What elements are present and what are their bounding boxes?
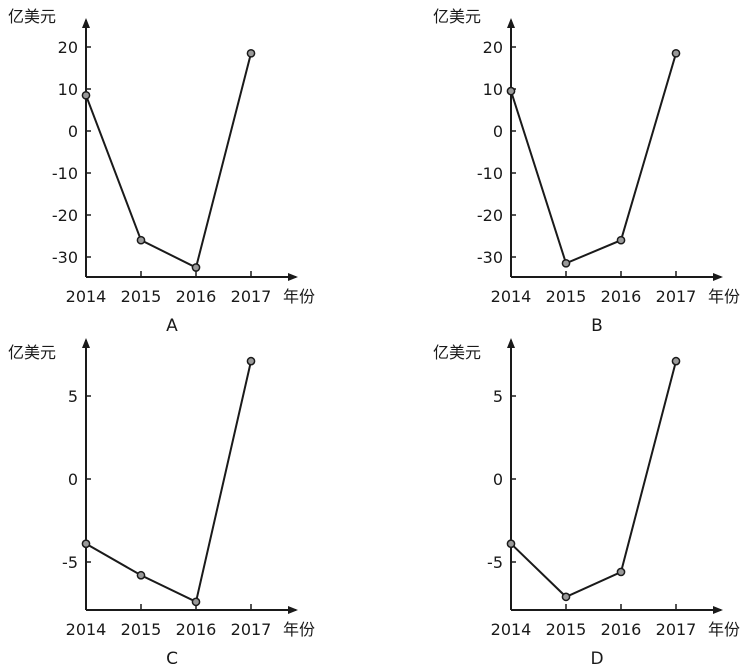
x-tick-label: 2016 bbox=[176, 620, 217, 639]
data-point bbox=[506, 539, 516, 549]
y-tick-label: -30 bbox=[52, 248, 78, 267]
data-point bbox=[81, 539, 91, 549]
x-tick-label: 2017 bbox=[231, 620, 272, 639]
x-axis-label: 年份 bbox=[283, 620, 315, 639]
data-point bbox=[246, 48, 256, 58]
y-tick-label: 20 bbox=[58, 38, 78, 57]
data-point bbox=[671, 48, 681, 58]
data-point bbox=[616, 567, 626, 577]
x-tick-label: 2017 bbox=[231, 287, 272, 306]
y-tick-label: 0 bbox=[68, 122, 78, 141]
y-tick-label: -5 bbox=[62, 553, 78, 572]
y-tick-label: -20 bbox=[477, 206, 503, 225]
data-point bbox=[561, 592, 571, 602]
panel-label: C bbox=[166, 649, 178, 669]
y-tick-label: 20 bbox=[483, 38, 503, 57]
y-axis-label: 亿美元 bbox=[8, 7, 56, 26]
x-tick-label: 2014 bbox=[491, 287, 532, 306]
y-tick-label: -10 bbox=[477, 164, 503, 183]
data-point bbox=[561, 258, 571, 268]
y-axis-label: 亿美元 bbox=[433, 343, 481, 362]
y-tick-label: 0 bbox=[68, 470, 78, 489]
y-tick-label: 5 bbox=[493, 387, 503, 406]
data-point bbox=[136, 235, 146, 245]
x-tick-label: 2014 bbox=[491, 620, 532, 639]
x-tick-label: 2015 bbox=[121, 287, 162, 306]
y-tick-label: -20 bbox=[52, 206, 78, 225]
series-line bbox=[510, 53, 677, 265]
x-tick-label: 2016 bbox=[176, 287, 217, 306]
x-tick-label: 2016 bbox=[601, 287, 642, 306]
y-axis-label: 亿美元 bbox=[433, 7, 481, 26]
x-axis-label: 年份 bbox=[708, 287, 740, 306]
panel-label: B bbox=[591, 316, 603, 336]
data-point bbox=[671, 356, 681, 366]
y-tick-label: 10 bbox=[58, 80, 78, 99]
x-tick-label: 2015 bbox=[121, 620, 162, 639]
data-point bbox=[506, 86, 516, 96]
y-tick-label: 0 bbox=[493, 470, 503, 489]
panel-label: A bbox=[166, 316, 178, 336]
x-tick-label: 2017 bbox=[656, 287, 697, 306]
x-tick-label: 2015 bbox=[546, 287, 587, 306]
series-line bbox=[85, 360, 252, 604]
y-tick-label: 10 bbox=[483, 80, 503, 99]
series-line bbox=[510, 360, 677, 599]
series-line bbox=[85, 53, 252, 269]
data-point bbox=[81, 90, 91, 100]
data-point bbox=[616, 235, 626, 245]
x-tick-label: 2014 bbox=[66, 287, 107, 306]
data-point bbox=[136, 570, 146, 580]
y-axis-label: 亿美元 bbox=[8, 343, 56, 362]
data-point bbox=[191, 263, 201, 272]
y-tick-label: -30 bbox=[477, 248, 503, 267]
y-tick-label: -5 bbox=[487, 553, 503, 572]
x-tick-label: 2015 bbox=[546, 620, 587, 639]
y-tick-label: -10 bbox=[52, 164, 78, 183]
data-point bbox=[191, 597, 201, 607]
data-point bbox=[246, 356, 256, 366]
x-tick-label: 2014 bbox=[66, 620, 107, 639]
y-tick-label: 0 bbox=[493, 122, 503, 141]
y-tick-label: 5 bbox=[68, 387, 78, 406]
x-axis-label: 年份 bbox=[283, 287, 315, 306]
x-tick-label: 2017 bbox=[656, 620, 697, 639]
x-tick-label: 2016 bbox=[601, 620, 642, 639]
panel-label: D bbox=[590, 649, 603, 669]
x-axis-label: 年份 bbox=[708, 620, 740, 639]
